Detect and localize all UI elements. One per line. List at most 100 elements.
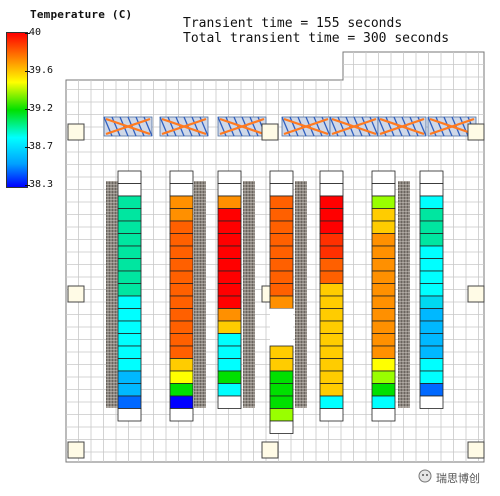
- rack-cell: [169, 220, 194, 234]
- rack-cell: [269, 183, 294, 197]
- rack-cell: [117, 283, 142, 297]
- rack-cell: [269, 195, 294, 209]
- rack-cell: [269, 383, 294, 397]
- legend-tick: 39.6: [24, 65, 54, 76]
- rack-cell: [269, 345, 294, 359]
- rack-cell: [169, 333, 194, 347]
- cooling-unit-hatch: [225, 116, 235, 137]
- cooling-unit-hatch: [183, 116, 193, 137]
- rack-cell: [319, 258, 344, 272]
- rack-cell: [419, 195, 444, 209]
- cooling-unit-hatch: [313, 116, 323, 137]
- rack-cell: [371, 333, 396, 347]
- rack-cell: [117, 208, 142, 222]
- rack-cell: [319, 170, 344, 184]
- rack-cell: [269, 170, 294, 184]
- building-pillar: [261, 123, 279, 141]
- rack-cell: [371, 345, 396, 359]
- rack-cell: [419, 295, 444, 309]
- building-pillar: [467, 123, 485, 141]
- rack-cell: [319, 345, 344, 359]
- rack-cell: [169, 245, 194, 259]
- transient-time-header: Transient time = 155 seconds Total trans…: [183, 16, 449, 46]
- rack-cell: [371, 245, 396, 259]
- rack-cell: [419, 345, 444, 359]
- rack-cell: [371, 170, 396, 184]
- rack-cell: [269, 270, 294, 284]
- airflow-arrow: [283, 117, 329, 136]
- rack-cell: [117, 233, 142, 247]
- rack-cell: [217, 283, 242, 297]
- rack-cell: [169, 270, 194, 284]
- rack-gap: [270, 333, 293, 346]
- airflow-arrow: [105, 117, 151, 136]
- rack-cell: [419, 220, 444, 234]
- rack-cell: [169, 195, 194, 209]
- rack-cell: [169, 258, 194, 272]
- rack-cell: [371, 295, 396, 309]
- rack-cell: [319, 195, 344, 209]
- cooling-unit-hatch: [191, 116, 201, 137]
- cooling-unit-hatch: [175, 116, 185, 137]
- rack-cell: [117, 320, 142, 334]
- rack-cell: [217, 358, 242, 372]
- rack-cell: [117, 170, 142, 184]
- cooling-unit-hatch: [337, 116, 347, 137]
- perforated-tile-strip: [106, 181, 118, 408]
- rack-cell: [169, 383, 194, 397]
- perforated-tile-strip: [295, 181, 307, 408]
- cooling-unit-hatch: [249, 116, 259, 137]
- rack-cell: [269, 220, 294, 234]
- rack-cell: [319, 358, 344, 372]
- airflow-arrow: [331, 117, 377, 136]
- rack-cell: [217, 320, 242, 334]
- rack-cell: [269, 420, 294, 434]
- cooling-unit-hatch: [443, 116, 453, 137]
- perforated-tile-strip: [398, 181, 410, 408]
- rack-cell: [419, 333, 444, 347]
- rack-cell: [217, 245, 242, 259]
- rack-cell: [169, 208, 194, 222]
- rack-cell: [269, 245, 294, 259]
- rack-cell: [117, 183, 142, 197]
- rack-cell: [269, 358, 294, 372]
- rack-cell: [217, 170, 242, 184]
- rack-cell: [217, 333, 242, 347]
- rack-cell: [117, 333, 142, 347]
- airflow-arrow: [379, 117, 425, 136]
- cooling-unit-hatch: [459, 116, 469, 137]
- building-pillar: [67, 285, 85, 303]
- cooling-unit-hatch: [345, 116, 355, 137]
- rack-cell: [419, 283, 444, 297]
- rack-cell: [419, 358, 444, 372]
- rack-cell: [319, 208, 344, 222]
- rack-cell: [371, 183, 396, 197]
- rack-cell: [117, 295, 142, 309]
- rack-gap: [270, 321, 293, 334]
- legend-tick: 39.2: [24, 103, 54, 114]
- rack-cell: [117, 358, 142, 372]
- legend-tick-min: 38.3: [24, 179, 54, 190]
- rack-cell: [169, 345, 194, 359]
- rack-cell: [117, 345, 142, 359]
- rack-cell: [117, 258, 142, 272]
- rack-cell: [371, 220, 396, 234]
- rack-cell: [319, 295, 344, 309]
- airflow-arrow: [219, 117, 265, 136]
- cooling-unit-hatch: [305, 116, 315, 137]
- rack-cell: [371, 395, 396, 409]
- rack-cell: [319, 183, 344, 197]
- rack-cell: [169, 408, 194, 422]
- watermark-text: 瑞思博创: [436, 472, 480, 485]
- cooling-unit-hatch: [135, 116, 145, 137]
- rack-cell: [371, 208, 396, 222]
- rack-cell: [319, 220, 344, 234]
- rack-cell: [169, 370, 194, 384]
- temperature-color-scale: [6, 32, 28, 188]
- cooling-unit-hatch: [385, 116, 395, 137]
- cooling-unit-hatch: [111, 116, 121, 137]
- rack-cell: [217, 308, 242, 322]
- rack-cell: [319, 245, 344, 259]
- rack-cell: [419, 395, 444, 409]
